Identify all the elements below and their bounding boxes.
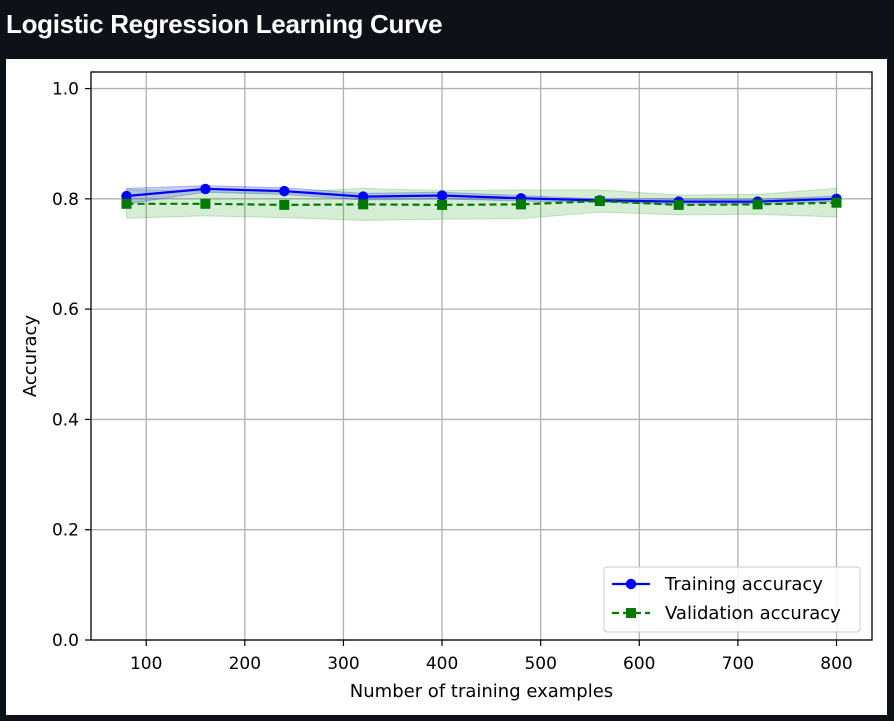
chart-legend: Training accuracy Validation accuracy [603,566,861,633]
series-1-point [752,199,763,210]
series-0-point [436,190,448,201]
x-tick-label: 500 [524,654,556,674]
y-tick-label: 0.2 [52,521,79,541]
series-0-point [121,190,132,202]
series-markers [121,183,842,210]
x-tick-label: 400 [426,654,458,674]
legend-marker-0 [625,578,637,590]
series-1-line [126,199,837,207]
series-lines [126,187,837,207]
grid-lines [91,72,872,641]
y-tick-label: 1.0 [52,80,79,100]
x-tick-label: 300 [327,654,359,674]
series-0-point [200,183,211,195]
legend-label-0: Training accuracy [664,574,823,595]
series-1-point [673,199,684,210]
legend-label-1: Validation accuracy [665,603,841,624]
x-tick-label: 200 [229,654,261,674]
series-0-point [279,185,290,197]
learning-curve-chart: 100 200 300 400 500 600 700 800 0.0 0.2 0.4 0.6 0.8 1… [20,71,873,702]
y-axis-label: Accuracy [20,315,41,398]
series-1-point [515,199,526,210]
x-axis-label: Number of training examples [350,681,613,702]
series-1-point [437,199,448,210]
series-1-point [121,198,132,209]
legend-box [603,566,861,633]
series-1-point [358,199,369,210]
y-tick-label: 0.8 [52,190,79,210]
x-tick-label: 100 [130,654,162,674]
y-tick-label: 0.6 [52,300,79,320]
series-1-point [200,198,211,209]
series-0-line [126,187,837,203]
y-tick-label: 0.0 [52,631,79,651]
series-1-point [831,197,842,208]
x-tick-label: 700 [722,654,754,674]
plot-frame [90,71,873,641]
series-1-point [594,196,605,207]
series-1-point [279,199,290,210]
x-tick-label: 600 [623,654,655,674]
y-tick-label: 0.4 [52,410,79,430]
legend-marker-1 [626,608,636,618]
series-0-point [357,191,369,202]
axis-ticks: 100 200 300 400 500 600 700 800 0.0 0.2 0.4 0.6 0.8 1… [52,80,853,674]
chart-figure: 100 200 300 400 500 600 700 800 0.0 0.2 0.4 0.6 0.8 1… [6,59,887,715]
page-title: Logistic Regression Learning Curve [6,9,443,39]
confidence-bands [126,185,837,221]
x-tick-label: 800 [820,654,852,674]
